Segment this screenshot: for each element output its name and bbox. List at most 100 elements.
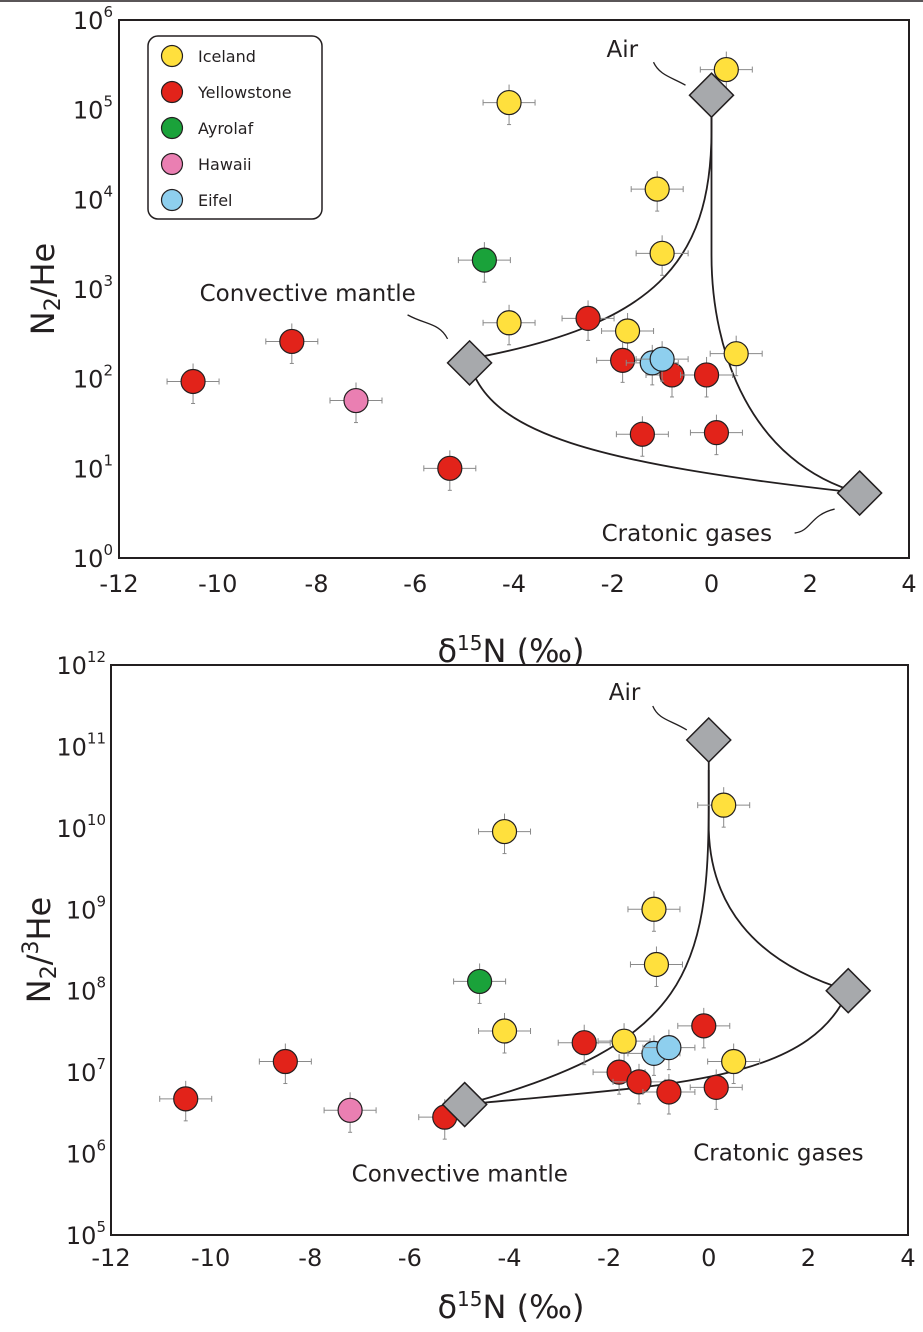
legend-label: Yellowstone [197,83,292,102]
y-tick-label: 103 [73,272,113,304]
data-point-iceland [629,946,683,987]
data-point-yellowstone [615,416,669,457]
panel-bottom-chart: -12 -10 -8 -6 -4 -2 0 2 4 105 106 107 108 109 1010 101… [19,648,916,1326]
data-point-eifel [635,341,689,382]
endmembers [446,72,883,517]
legend-item-hawaii: Hawaii [160,152,252,176]
plot-frame [118,19,910,559]
data-point-yellowstone [596,342,650,383]
x-tick-labels: -12 -10 -8 -6 -4 -2 0 2 4 [91,1244,915,1272]
x-tick-label: -12 [99,570,138,598]
x-tick-label: -6 [398,1244,422,1272]
endmember-diamond [688,72,735,119]
x-axis-label: δ15N (‰) [437,1287,584,1326]
mixing-curve [468,362,860,494]
y-tick-label: 104 [73,182,113,214]
endmember-labels: Air Convective mantle Cratonic gases [352,680,864,1188]
data-point-yellowstone [689,1069,743,1110]
data-point-hawaii [323,1092,377,1133]
y-tick-label: 1012 [56,648,106,680]
data-point-eifel [642,1029,696,1071]
legend-label: Eifel [198,191,232,210]
legend-label: Iceland [198,47,256,66]
endmember-diamond [446,339,493,386]
y-tick-label: 108 [66,974,106,1006]
endmember-diamond [836,469,883,517]
mixing-curve [469,95,713,360]
mixing-curves [468,95,860,494]
panel-top-chart: -12 -10 -8 -6 -4 -2 0 2 4 100101102103104105106 … [24,3,917,670]
x-tick-label: 2 [801,1244,816,1272]
data-point-iceland [707,1043,761,1085]
legend-marker [160,44,184,68]
x-tick-label: -6 [403,570,427,598]
data-point-hawaii [329,382,383,424]
mixing-curve [707,769,849,992]
endmember-labels: Air Convective mantle Cratonic gases [200,37,835,547]
data-point-yellowstone [166,363,220,404]
legend-marker [160,152,184,176]
legend-box [147,35,323,220]
legend-marker [160,188,184,212]
legend-label: Hawaii [198,155,252,174]
data-points [159,787,761,1140]
data-point-iceland [482,84,536,126]
data-point-iceland [627,891,681,932]
y-tick-labels: 100 101 102 103 104 105 106 [73,3,113,573]
data-point-yellowstone [423,450,477,491]
y-tick-label: 105 [73,93,113,125]
x-tick-label: 2 [803,570,818,598]
x-tick-label: 4 [901,570,916,598]
data-point-iceland [709,335,763,377]
endmember-label: Air [607,37,639,63]
data-point-iceland [699,51,753,93]
data-point-iceland [601,313,655,354]
y-tick-label: 102 [73,362,113,394]
x-tick-label: 0 [704,570,719,598]
data-point-iceland [482,304,536,346]
endmember-diamond [685,716,732,764]
y-tick-label: 107 [66,1055,106,1087]
leader-line [652,705,688,731]
mixing-curve [464,739,710,1106]
x-tick-label: -4 [498,1244,522,1272]
data-point-yellowstone [677,1007,731,1049]
data-point-iceland [597,1023,651,1064]
endmember-label: Cratonic gases [693,1141,863,1167]
data-point-yellowstone [557,1024,611,1066]
plot-frame [110,664,909,1236]
y-tick-label: 105 [66,1218,106,1250]
endmember-label: Air [609,680,641,706]
data-point-iceland [630,171,684,212]
y-tick-label: 106 [73,3,113,35]
mixing-curve [710,115,860,494]
data-point-iceland [478,813,532,855]
data-point-yellowstone [642,1074,696,1115]
x-tick-label: 0 [701,1244,716,1272]
leader-line [407,314,449,340]
legend-marker [160,116,184,140]
y-axis-label: N2/He [24,243,66,335]
y-axis-label: N2/3He [19,897,62,1003]
x-tick-label: -12 [91,1244,130,1272]
x-tick-label: -10 [198,570,237,598]
legend-label: Ayrolaf [198,119,254,138]
data-point-yellowstone [265,323,319,364]
x-tick-label: -10 [191,1244,230,1272]
endmember-label: Convective mantle [352,1162,568,1188]
legend-item-eifel: Eifel [160,188,232,212]
y-tick-label: 100 [73,541,113,573]
endmember-label: Cratonic gases [602,521,772,547]
y-tick-label: 106 [66,1137,106,1169]
data-point-ayrolaf [457,242,511,283]
endmembers [441,716,872,1128]
y-tick-label: 1010 [56,811,106,843]
data-point-iceland [635,235,689,276]
leader-line [794,508,835,534]
x-tick-label: -2 [601,570,625,598]
data-point-yellowstone [258,1043,312,1085]
data-point-yellowstone [680,356,734,398]
x-tick-label: -8 [305,570,329,598]
legend-item-ayrolaf: Ayrolaf [160,116,254,140]
y-tick-label: 101 [73,451,113,483]
